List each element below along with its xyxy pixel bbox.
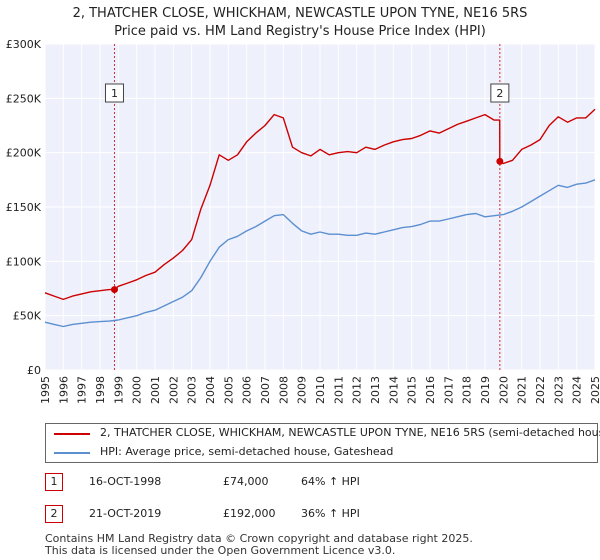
y-tick-label: £100K [6,255,42,268]
x-tick-label: 2002 [167,376,180,404]
sale-marker-box [490,83,510,103]
sale-price: £192,000 [223,507,276,520]
x-tick-label: 2006 [241,376,254,404]
sale-marker-box [104,83,124,103]
y-tick-label: £200K [6,147,42,160]
x-tick-label: 2003 [186,376,199,404]
x-tick-label: 2012 [351,376,364,404]
x-tick-label: 2022 [534,376,547,404]
y-grid [45,43,595,371]
y-tick-label: £0 [27,364,41,377]
x-tick-label: 1996 [57,376,70,404]
sale-point [496,157,504,165]
x-tick-label: 2020 [497,376,510,404]
x-tick-label: 2016 [424,376,437,404]
x-tick-label: 1997 [76,376,89,404]
footer-copyright: Contains HM Land Registry data © Crown c… [45,532,473,545]
x-tick-label: 2018 [461,376,474,404]
sale-hpi-change: 36% ↑ HPI [301,507,360,520]
x-axis-labels: 1995 1996 1997 1998 1999 2000 2001 2002 2003 2004… [39,376,600,404]
y-tick-label: £300K [6,38,42,51]
sale-marker-label: 1 [111,87,118,100]
x-tick-label: 2024 [571,376,584,404]
legend-item-property: 2, THATCHER CLOSE, WHICKHAM, NEWCASTLE U… [46,425,600,443]
series-line-hpi [44,179,596,328]
legend-item-hpi: HPI: Average price, semi-detached house,… [46,444,597,462]
x-tick-label: 2025 [589,376,600,404]
x-tick-label: 2007 [259,376,272,404]
sale-hpi-change: 64% ↑ HPI [301,475,360,488]
x-tick-label: 2000 [131,376,144,404]
footer-licence: This data is licensed under the Open Gov… [45,544,396,557]
x-tick-label: 2008 [277,376,290,404]
sale-date: 16-OCT-1998 [89,475,162,488]
price-chart: £0 £50K £100K £150K £200K £250K £300K 1995 1996… [6,38,600,404]
x-tick-label: 2019 [479,376,492,404]
sale-point [110,286,118,294]
chart-subtitle: Price paid vs. HM Land Registry's House … [114,24,486,39]
x-tick-label: 2023 [552,376,565,404]
x-tick-label: 2014 [387,376,400,404]
x-tick-label: 2021 [516,376,529,404]
chart-title: 2, THATCHER CLOSE, WHICKHAM, NEWCASTLE U… [72,6,528,21]
legend-swatch-hpi [54,452,90,454]
x-tick-label: 2010 [314,376,327,404]
legend-label-property: 2, THATCHER CLOSE, WHICKHAM, NEWCASTLE U… [100,426,600,439]
sale-price: £74,000 [223,475,269,488]
legend: 2, THATCHER CLOSE, WHICKHAM, NEWCASTLE U… [45,423,600,463]
x-tick-label: 2013 [369,376,382,404]
y-axis-labels: £0 £50K £100K £150K £200K £250K £300K [6,38,42,377]
x-tick-label: 2005 [222,376,235,404]
x-tick-label: 1999 [112,376,125,404]
legend-label-hpi: HPI: Average price, semi-detached house,… [100,445,394,458]
y-tick-label: £250K [6,92,42,105]
sale-label-badge: 1 [45,473,63,491]
y-tick-label: £150K [6,201,42,214]
y-tick-label: £50K [13,310,42,323]
sale-marker-label: 2 [496,87,503,100]
x-tick-label: 1995 [39,376,52,404]
x-tick-label: 1998 [94,376,107,404]
x-tick-label: 2009 [296,376,309,404]
sale-date: 21-OCT-2019 [89,507,162,520]
x-tick-label: 2015 [406,376,419,404]
x-tick-label: 2001 [149,376,162,404]
sale-label-badge: 2 [45,505,63,523]
sale-row-2: 2 21-OCT-2019 £192,000 36% ↑ HPI [45,504,600,526]
legend-swatch-property [54,433,90,435]
sale-row-1: 1 16-OCT-1998 £74,000 64% ↑ HPI [45,472,600,494]
x-tick-label: 2011 [332,376,345,404]
x-tick-label: 2017 [442,376,455,404]
x-tick-label: 2004 [204,376,217,404]
